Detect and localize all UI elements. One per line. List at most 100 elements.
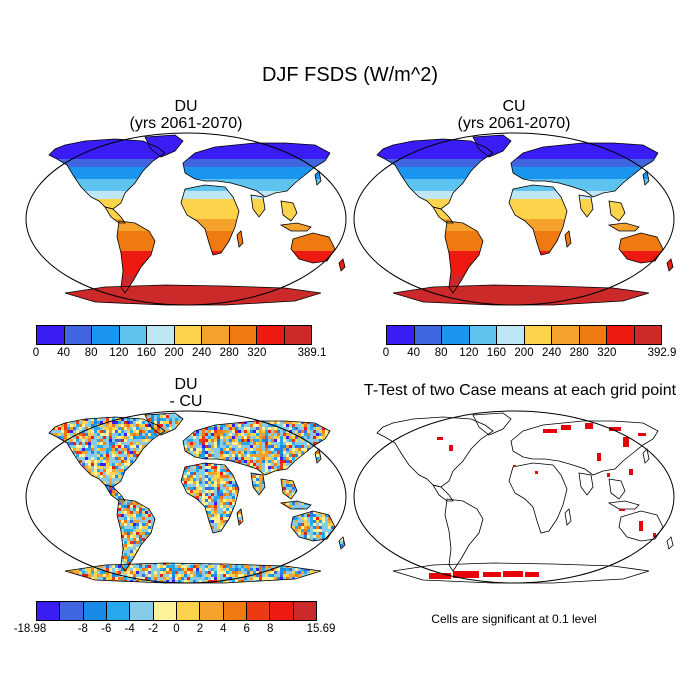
colorbar-du-tick-label: 320 [247, 347, 267, 359]
coastline-au [290, 510, 336, 542]
map-ttest [353, 410, 675, 584]
coastline-india [250, 472, 266, 496]
coastline-ca [104, 484, 126, 502]
panel-title-diff-line1: DU [174, 376, 198, 393]
panel-title-ttest-line1: T-Test of two Case means at each grid po… [363, 382, 677, 399]
coastline-na [48, 138, 166, 210]
panel-title-diff-line2: - CU [169, 393, 203, 410]
coastline-madag [564, 230, 572, 248]
coastline-eu [510, 142, 659, 198]
panel-title-du-line2: (yrs 2061-2070) [129, 115, 243, 132]
colorbar-cu-swatch [497, 326, 525, 344]
coastline-greenland [144, 134, 184, 158]
panel-title-diff: DU - CU [25, 376, 347, 410]
colorbar-diff-swatch [293, 602, 316, 620]
colorbar-cu [386, 325, 662, 345]
colorbar-du-tick-label: 200 [164, 347, 184, 359]
map-frame [353, 132, 675, 306]
coastline-sea [608, 478, 626, 500]
coastline-nz [666, 258, 674, 272]
colorbar-cu-swatch [414, 326, 442, 344]
colorbar-diff-tick-label: 2 [196, 623, 204, 635]
significance-note: Cells are significant at 0.1 level [431, 612, 597, 626]
colorbar-diff-tick-label: 0 [173, 623, 180, 635]
coastline-au [290, 232, 336, 264]
colorbar-diff-swatch [153, 602, 177, 620]
coastline-ca [432, 206, 454, 224]
colorbar-cu-swatch [442, 326, 470, 344]
coastline-eu [182, 420, 331, 476]
colorbar-du-swatch [284, 326, 311, 344]
coastline-ca [104, 206, 126, 224]
colorbar-diff-swatch [37, 602, 61, 620]
colorbar-cu-swatch [469, 326, 497, 344]
panel-title-cu-line1: CU [502, 98, 526, 115]
colorbar-diff-swatch [270, 602, 294, 620]
colorbar-cu-swatch [387, 326, 415, 344]
coastline-na [376, 416, 494, 488]
coastline-sa [444, 220, 484, 294]
colorbar-diff-swatch [200, 602, 224, 620]
panel-title-du: DU (yrs 2061-2070) [25, 98, 347, 132]
colorbar-diff-swatch [106, 602, 131, 620]
map-frame [353, 410, 675, 584]
colorbar-du-tick-label: 40 [57, 347, 70, 359]
coastline-ant [64, 562, 322, 584]
map-cu [353, 132, 675, 306]
colorbar-diff-tick-label: 6 [243, 623, 250, 635]
coastline-sea [280, 478, 298, 500]
colorbar-cu-tick-label: 160 [486, 347, 506, 359]
colorbar-du-swatch [202, 326, 230, 344]
coastline-sea [280, 200, 298, 222]
coastline-japan [642, 170, 650, 186]
panel-title-cu-line2: (yrs 2061-2070) [457, 115, 571, 132]
colorbar-cu-swatch [607, 326, 635, 344]
colorbar-diff-tick-label: -8 [77, 623, 88, 635]
colorbar-cu-tick-label: 392.9 [647, 347, 677, 359]
colorbar-diff-tick-label: 4 [220, 623, 227, 635]
coastline-af [180, 462, 240, 534]
colorbar-cu-tick-label: 320 [597, 347, 617, 359]
colorbar-diff-swatch [130, 602, 154, 620]
colorbar-du-tick-label: 160 [136, 347, 156, 359]
coastline-india [578, 194, 594, 218]
colorbar-cu-swatch [634, 326, 661, 344]
panel-title-cu: CU (yrs 2061-2070) [353, 98, 675, 132]
coastline-madag [564, 508, 572, 526]
coastline-af [180, 184, 240, 256]
colorbar-diff-tick-label: -18.98 [13, 623, 47, 635]
colorbar-diff-tick-label: -6 [101, 623, 112, 635]
map-frame [25, 410, 347, 584]
colorbar-du-swatch [257, 326, 285, 344]
coastline-ca [432, 484, 454, 502]
colorbar-du-tick-label: 240 [192, 347, 212, 359]
coastline-indo [279, 500, 312, 510]
colorbar-du-tick-label: 120 [109, 347, 129, 359]
colorbar-diff-tick-label: -2 [147, 623, 159, 635]
coastline-indo [279, 222, 312, 232]
colorbar-du-swatch [229, 326, 257, 344]
colorbar-cu-tick-label: 40 [407, 347, 420, 359]
panel-title-ttest: T-Test of two Case means at each grid po… [340, 382, 700, 399]
colorbar-diff-tick-label: 8 [266, 623, 274, 635]
colorbar-du-swatch [147, 326, 175, 344]
colorbar-diff-tick-label: 15.69 [306, 623, 336, 635]
du-fill [49, 135, 345, 305]
coastline-na [376, 138, 494, 210]
coastline-eu [182, 142, 331, 198]
coastline-indo [607, 222, 640, 232]
coastline-greenland [144, 412, 184, 436]
figure-title: DJF FSDS (W/m^2) [261, 64, 439, 86]
diff-fill [49, 413, 345, 583]
coastline-greenland [472, 134, 512, 158]
coastline-japan [314, 170, 322, 186]
colorbar-diff [36, 601, 317, 621]
coastline-ant [392, 284, 650, 306]
coastline-japan [642, 448, 650, 464]
colorbar-diff-swatch [246, 602, 271, 620]
colorbar-cu-tick-label: 80 [434, 347, 448, 359]
colorbar-du-swatch [119, 326, 147, 344]
colorbar-du-tick-label: 389.1 [297, 347, 327, 359]
coastline-nz [338, 258, 346, 272]
coastline-sa [116, 220, 156, 294]
